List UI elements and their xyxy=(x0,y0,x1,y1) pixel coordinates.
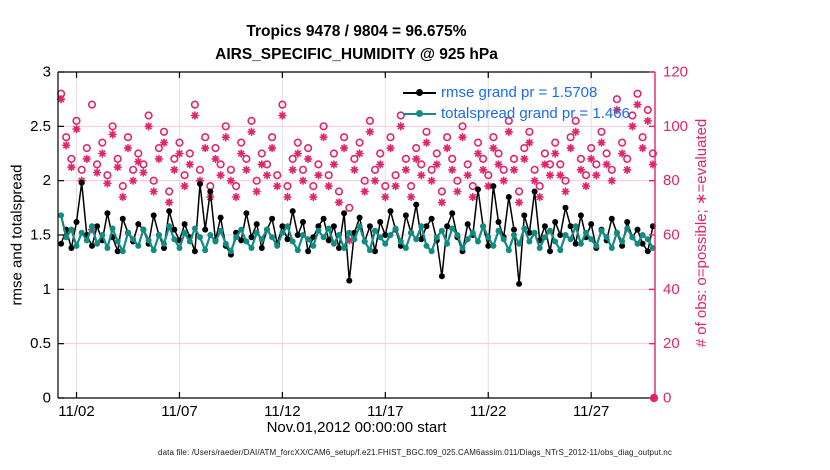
svg-text:3: 3 xyxy=(43,64,51,81)
svg-text:0: 0 xyxy=(43,390,51,407)
totalspread-line-swatch xyxy=(403,109,436,118)
svg-text:120: 120 xyxy=(663,64,688,81)
x-axis-label: Nov.01,2012 00:00:00 start xyxy=(266,419,447,436)
svg-text:2.5: 2.5 xyxy=(30,118,51,135)
svg-text:80: 80 xyxy=(663,172,680,189)
axis-ticks-and-labels: 0 0.5 1 1.5 2 2.5 3 0 20 40 60 80 100 120 11/02 11/07 11… xyxy=(30,64,688,421)
svg-text:2: 2 xyxy=(43,172,51,189)
svg-text:11/02: 11/02 xyxy=(58,403,94,420)
svg-text:60: 60 xyxy=(663,227,680,244)
legend-label-totalspread: totalspread grand pr = 1.466 xyxy=(441,105,630,122)
svg-text:0: 0 xyxy=(663,390,671,407)
svg-text:100: 100 xyxy=(663,118,688,135)
svg-text:11/12: 11/12 xyxy=(264,403,300,420)
svg-text:0.5: 0.5 xyxy=(30,335,51,352)
possible-markers xyxy=(56,89,658,212)
legend-item-rmse: rmse grand pr = 1.5708 xyxy=(403,82,630,103)
svg-text:11/27: 11/27 xyxy=(573,403,609,420)
totalspread-series xyxy=(58,212,656,255)
svg-text:11/22: 11/22 xyxy=(470,403,506,420)
svg-text:20: 20 xyxy=(663,335,680,352)
chart-subtitle: AIRS_SPECIFIC_HUMIDITY @ 925 hPa xyxy=(215,46,498,63)
svg-text:40: 40 xyxy=(663,281,680,298)
svg-text:1.5: 1.5 xyxy=(30,227,51,244)
data-file-caption: data file: /Users/raeder/DAI/ATM_forcXX/… xyxy=(158,448,672,457)
svg-text:11/07: 11/07 xyxy=(161,403,197,420)
legend-item-totalspread: totalspread grand pr = 1.466 xyxy=(403,103,630,124)
legend-label-rmse: rmse grand pr = 1.5708 xyxy=(441,84,598,101)
rmse-line-swatch xyxy=(403,88,436,97)
legend: rmse grand pr = 1.5708 totalspread grand… xyxy=(403,82,630,124)
svg-text:11/17: 11/17 xyxy=(367,403,403,420)
chart-title: Tropics 9478 / 9804 = 96.675% xyxy=(246,23,467,40)
svg-text:1: 1 xyxy=(43,281,51,298)
